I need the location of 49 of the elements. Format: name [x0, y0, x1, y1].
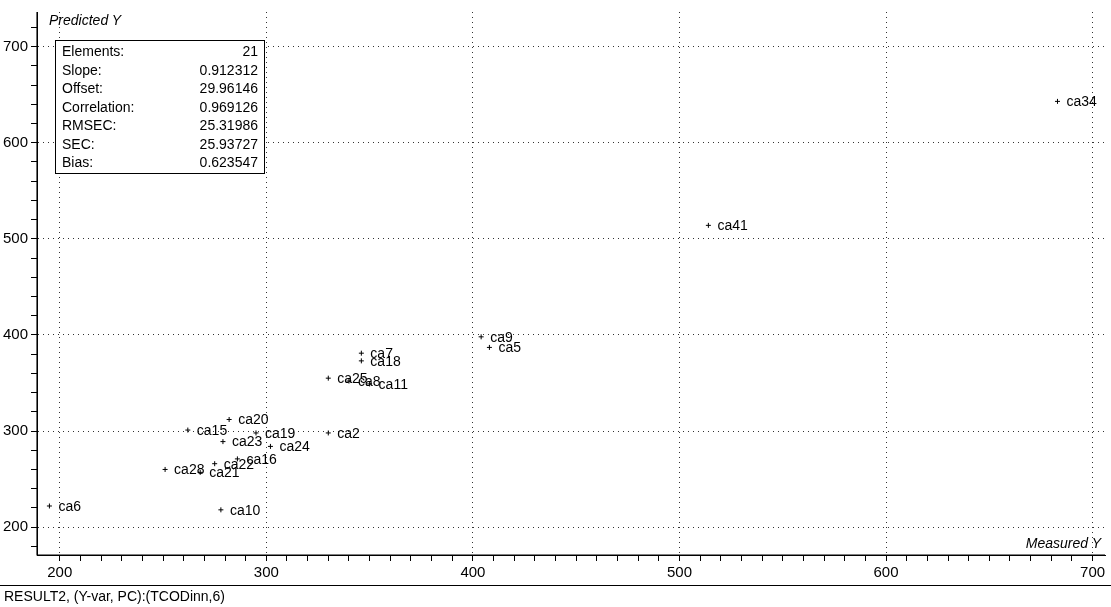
point: [46, 502, 53, 509]
text: Elements: 21: [62, 43, 258, 59]
point: [267, 443, 274, 450]
x-tick-label: 200: [47, 563, 73, 581]
point: [325, 429, 332, 436]
text: SEC: 25.93727: [62, 135, 258, 152]
y-tick-label: 300: [3, 421, 29, 439]
point: [478, 333, 485, 340]
data-label: ca34: [1066, 93, 1098, 110]
point: [162, 466, 169, 473]
y-tick-label: 600: [3, 132, 29, 150]
text: RMSEC: 25.31986: [62, 117, 258, 133]
point: [358, 357, 365, 364]
x-tick-label: 500: [666, 563, 692, 581]
point: [211, 460, 218, 467]
data-label: ca6: [58, 497, 82, 514]
x-tick-label: 300: [253, 563, 279, 581]
data-label: ca15: [196, 421, 228, 438]
x-tick-label: 700: [1080, 563, 1106, 581]
text: Slope: 0.912312: [62, 61, 258, 78]
data-label: ca28: [174, 461, 205, 478]
x-tick-label: 600: [873, 563, 899, 581]
data-label: ca2: [337, 424, 361, 441]
data-label: ca23: [231, 433, 263, 450]
data-label: ca9: [490, 328, 513, 345]
y-tick-label: 200: [3, 517, 29, 535]
text: Bias: 0.623547: [62, 154, 258, 170]
x-axis-title: Measured Y: [1025, 534, 1103, 551]
text: Offset: 29.96146: [62, 80, 258, 96]
point: [358, 350, 365, 357]
point: [486, 344, 493, 351]
text: Correlation: 0.969126: [62, 98, 258, 115]
point: [325, 375, 332, 382]
y-axis-title: Predicted Y: [49, 11, 123, 28]
y-tick-label: 700: [3, 36, 29, 54]
data-label: ca41: [717, 217, 748, 234]
point: [252, 429, 259, 436]
point: [1054, 98, 1061, 105]
point: [184, 427, 191, 434]
x-tick-label: 400: [460, 563, 486, 581]
data-label: ca10: [229, 501, 261, 518]
data-label: ca24: [279, 438, 311, 455]
y-tick-label: 500: [3, 228, 29, 246]
text: RESULT2, (Y-var, PC):(TCODinn,6): [0, 585, 1111, 604]
point: [226, 416, 233, 423]
y-tick-label: 400: [3, 325, 29, 343]
point: [219, 438, 226, 445]
point: [705, 222, 712, 229]
point: [217, 506, 224, 513]
